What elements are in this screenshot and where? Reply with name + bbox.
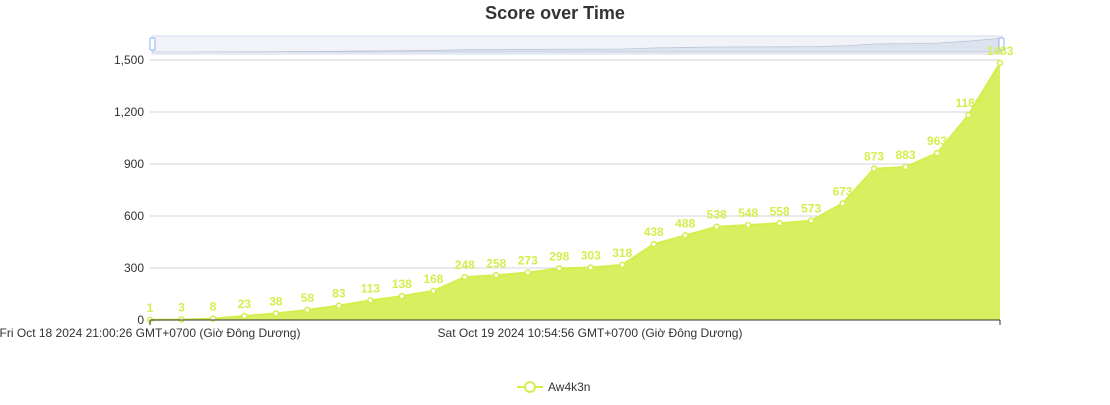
y-tick-label: 900 xyxy=(124,157,144,171)
data-label: 258 xyxy=(486,256,506,270)
data-point[interactable] xyxy=(618,261,626,269)
data-label: 1 xyxy=(147,301,154,315)
data-label: 318 xyxy=(612,246,632,260)
y-tick-label: 600 xyxy=(124,209,144,223)
data-label: 168 xyxy=(423,272,443,286)
y-tick-label: 0 xyxy=(137,313,144,327)
data-point[interactable] xyxy=(178,316,185,323)
data-point[interactable] xyxy=(713,223,720,230)
zoom-slider-right-handle[interactable] xyxy=(998,37,1005,51)
data-point[interactable] xyxy=(461,273,469,281)
plot-area xyxy=(146,59,1004,324)
data-label: 873 xyxy=(864,150,884,164)
data-point[interactable] xyxy=(272,310,280,317)
data-point[interactable] xyxy=(933,149,941,157)
data-point[interactable] xyxy=(965,111,972,119)
data-label: 548 xyxy=(738,206,758,220)
data-point[interactable] xyxy=(430,287,437,295)
data-label: 23 xyxy=(238,297,252,311)
y-tick-label: 1,500 xyxy=(114,53,144,67)
data-point[interactable] xyxy=(398,292,406,300)
data-label: 58 xyxy=(301,291,315,305)
data-label: 3 xyxy=(178,300,185,314)
data-label: 113 xyxy=(361,281,381,295)
data-label: 1183 xyxy=(955,96,981,110)
zoom-slider-left-handle[interactable] xyxy=(149,37,156,51)
data-label: 8 xyxy=(210,300,217,314)
data-label: 138 xyxy=(392,277,412,291)
data-point[interactable] xyxy=(839,200,846,207)
data-label: 83 xyxy=(332,287,346,301)
data-label: 538 xyxy=(707,208,727,222)
data-point[interactable] xyxy=(335,302,343,309)
zoom-slider-preview xyxy=(151,37,1003,53)
data-label: 573 xyxy=(801,202,821,216)
legend[interactable]: Aw4k3n xyxy=(517,380,590,394)
data-point[interactable] xyxy=(650,240,657,248)
data-label: 273 xyxy=(518,254,538,268)
data-label: 38 xyxy=(269,294,283,308)
data-point[interactable] xyxy=(996,59,1004,67)
data-point[interactable] xyxy=(367,297,374,304)
data-label: 1483 xyxy=(987,44,1014,58)
data-zoom-slider[interactable] xyxy=(149,35,1005,55)
data-point[interactable] xyxy=(681,232,689,239)
area-fill xyxy=(150,62,1000,321)
data-label: 488 xyxy=(675,216,695,230)
data-label: 303 xyxy=(581,248,601,262)
y-tick-label: 300 xyxy=(124,261,144,275)
data-point[interactable] xyxy=(807,217,815,224)
data-point[interactable] xyxy=(744,221,752,229)
legend-label[interactable]: Aw4k3n xyxy=(548,380,590,394)
data-point[interactable] xyxy=(524,269,532,276)
y-tick-label: 1,200 xyxy=(114,105,144,119)
data-label: 248 xyxy=(455,258,475,272)
x-tick-label: Sat Oct 19 2024 10:54:56 GMT+0700 (Giờ Đ… xyxy=(438,326,743,340)
legend-marker xyxy=(524,381,536,393)
x-tick-label: Fri Oct 18 2024 21:00:26 GMT+0700 (Giờ Đ… xyxy=(0,326,300,340)
data-point[interactable] xyxy=(870,165,878,172)
data-point[interactable] xyxy=(776,220,783,227)
series-line xyxy=(149,62,1001,321)
data-label: 963 xyxy=(927,134,947,148)
data-point[interactable] xyxy=(902,163,909,171)
data-label: 673 xyxy=(833,184,853,198)
data-label: 883 xyxy=(896,148,916,162)
data-label: 298 xyxy=(549,249,569,263)
data-point[interactable] xyxy=(241,312,248,320)
data-label: 438 xyxy=(644,225,664,239)
data-point[interactable] xyxy=(304,306,311,314)
data-point[interactable] xyxy=(493,272,500,279)
data-point[interactable] xyxy=(556,265,563,272)
chart-title: Score over Time xyxy=(485,3,625,23)
data-label: 558 xyxy=(770,204,790,218)
data-point[interactable] xyxy=(587,264,594,271)
y-axis: 0 300 600 900 1,200 1,500 xyxy=(114,53,144,327)
